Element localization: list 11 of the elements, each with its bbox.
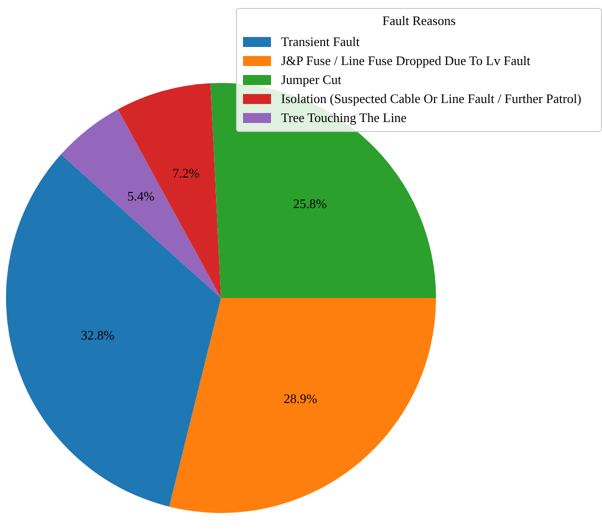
legend-title: Fault Reasons [381, 13, 457, 29]
legend-label: J&P Fuse / Line Fuse Dropped Due To Lv Fault [281, 52, 530, 68]
data-label: 5.4% [127, 188, 155, 204]
data-label: 7.2% [172, 165, 200, 180]
legend-label: Transient Fault [281, 34, 360, 50]
data-label: 32.8% [80, 327, 115, 342]
data-label: 25.8% [293, 196, 327, 212]
legend-label: Isolation (Suspected Cable Or Line Fault / Further Patrol) [281, 90, 582, 106]
legend-label: Tree Touching The Line [281, 110, 407, 126]
legend-label: Jumper Cut [281, 72, 342, 88]
data-label: 28.9% [284, 391, 318, 406]
